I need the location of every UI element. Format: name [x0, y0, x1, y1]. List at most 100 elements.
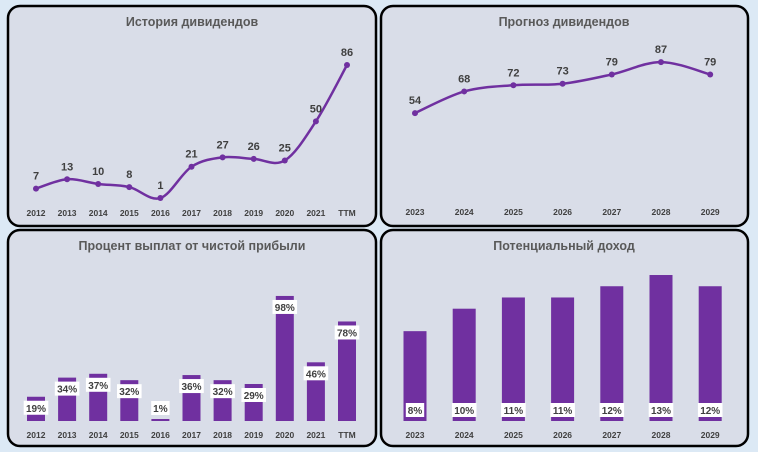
x-tick-label: 2017: [182, 430, 201, 440]
data-point: [64, 176, 71, 183]
x-tick-label: 2023: [406, 430, 425, 440]
data-label: 13%: [651, 406, 671, 417]
x-tick-label: 2027: [602, 430, 621, 440]
x-tick-label: 2024: [455, 207, 474, 217]
data-label: 8: [126, 169, 132, 181]
x-tick-label: 2019: [244, 208, 263, 218]
data-label: 79: [606, 56, 618, 68]
bar: [151, 419, 170, 421]
x-tick-label: 2021: [306, 208, 325, 218]
data-label-box: [23, 400, 49, 415]
data-label: 86: [341, 47, 353, 59]
x-tick-label: 2012: [27, 208, 46, 218]
data-point: [95, 180, 102, 187]
data-label: 50: [310, 103, 322, 115]
data-label: 73: [556, 66, 568, 78]
x-tick-label: 2026: [553, 207, 572, 217]
x-tick-label: 2014: [89, 430, 108, 440]
data-label-box: [179, 379, 204, 394]
data-label: 32%: [119, 387, 139, 398]
data-label: 1: [157, 180, 163, 192]
data-label: 27: [216, 139, 228, 151]
x-tick-label: 2018: [213, 430, 232, 440]
bar: [275, 295, 294, 421]
data-point: [312, 118, 319, 125]
x-tick-label: 2020: [275, 208, 294, 218]
x-tick-label: 2014: [89, 208, 108, 218]
data-label-box: [85, 377, 111, 392]
data-label-box: [648, 403, 674, 417]
data-point: [412, 110, 418, 117]
data-point: [559, 80, 566, 87]
data-label: 1%: [153, 404, 168, 415]
bar: [403, 331, 427, 421]
x-tick-label: 2025: [504, 430, 523, 440]
data-label-box: [405, 403, 425, 417]
data-label-box: [54, 381, 80, 396]
x-tick-label: 2017: [182, 208, 201, 218]
x-tick-label: 2023: [406, 207, 425, 217]
bar: [452, 308, 476, 421]
x-tick-label: 2029: [701, 430, 720, 440]
bar: [698, 286, 722, 421]
chart-title: Прогноз дивидендов: [499, 15, 630, 29]
data-point: [157, 195, 164, 202]
data-label-box: [599, 403, 625, 417]
data-label-box: [697, 403, 723, 417]
data-point: [219, 154, 226, 161]
x-tick-label: 2025: [504, 207, 523, 217]
data-label: 21: [185, 149, 197, 161]
bar: [501, 297, 525, 421]
data-label-box: [303, 366, 329, 381]
data-point: [510, 82, 517, 89]
x-tick-label: TTM: [338, 208, 355, 218]
data-label: 7: [33, 171, 39, 183]
data-label: 25: [279, 142, 291, 154]
data-point: [658, 59, 664, 66]
data-label-box: [210, 384, 235, 399]
panel-potential-yield: Потенциальный доход 8% 2023 10% 2024 11% 2025…: [379, 228, 750, 448]
x-tick-label: 2013: [58, 208, 77, 218]
data-label: 87: [655, 44, 667, 56]
x-tick-label: 2029: [701, 207, 720, 217]
data-label: 13: [61, 161, 73, 173]
panel-dividend-history: История дивидендов 7 2012 13 2013 10 2014 8 201…: [6, 4, 378, 228]
data-label: 19%: [26, 404, 46, 415]
x-tick-label: 2015: [120, 208, 139, 218]
data-label: 8%: [408, 406, 423, 417]
x-tick-label: 2015: [120, 430, 139, 440]
x-tick-label: 2026: [553, 430, 572, 440]
x-tick-label: 2027: [602, 207, 621, 217]
data-label: 12%: [602, 406, 622, 417]
data-label-box: [451, 403, 477, 417]
data-point: [33, 185, 39, 192]
data-label: 37%: [88, 381, 108, 392]
data-label: 54: [409, 95, 422, 107]
x-tick-label: TTM: [338, 430, 355, 440]
data-label-box: [241, 387, 266, 402]
data-label-box: [501, 403, 526, 417]
data-label: 79: [704, 56, 716, 68]
x-tick-label: 2021: [306, 430, 325, 440]
data-label: 32%: [213, 387, 233, 398]
x-tick-label: 2020: [275, 430, 294, 440]
x-tick-label: 2016: [151, 208, 170, 218]
x-tick-label: 2013: [58, 430, 77, 440]
data-label-box: [550, 403, 575, 417]
data-label: 10%: [454, 406, 474, 417]
bar: [338, 321, 356, 421]
chart-title: Потенциальный доход: [493, 239, 635, 253]
chart-title: Процент выплат от чистой прибыли: [79, 239, 306, 253]
x-tick-label: 2018: [213, 208, 232, 218]
data-label-box: [334, 325, 360, 340]
data-label-box: [151, 401, 170, 415]
x-tick-label: 2019: [244, 430, 263, 440]
x-tick-label: 2028: [652, 207, 671, 217]
panel-payout-ratio: Процент выплат от чистой прибыли 19% 2012…: [6, 228, 378, 448]
data-label: 11%: [553, 406, 573, 417]
x-tick-label: 2016: [151, 430, 170, 440]
data-point: [281, 157, 288, 164]
data-label: 26: [248, 141, 260, 153]
data-label: 72: [507, 67, 519, 79]
